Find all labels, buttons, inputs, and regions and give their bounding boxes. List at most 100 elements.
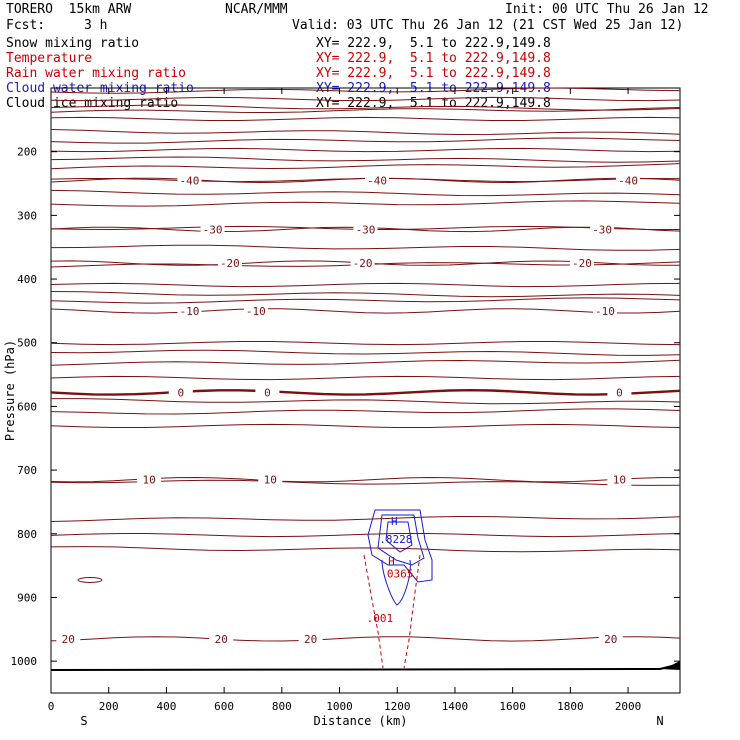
temperature-contour-label: 10	[264, 474, 277, 487]
cloud-water-contour-inner	[377, 514, 425, 566]
contour-label-mask	[298, 631, 323, 645]
temperature-contour-label: 0	[178, 386, 185, 399]
contour-label-mask	[243, 303, 268, 317]
x-tick-label: 400	[156, 700, 176, 713]
temperature-contour-label: -40	[180, 174, 200, 187]
temperature-contour-label: -40	[367, 174, 387, 187]
temperature-contour-line	[50, 388, 681, 396]
contour-label-mask	[168, 385, 193, 399]
contour-annotation: .8228	[379, 533, 412, 546]
contour-label-mask	[590, 222, 615, 236]
y-tick-label: 900	[17, 591, 37, 604]
y-tick-label: 300	[17, 209, 37, 222]
x-tick-label: 1200	[384, 700, 411, 713]
temperature-contour-label: -10	[246, 305, 266, 318]
temperature-contour-label: -40	[618, 174, 638, 187]
background-contour-line	[50, 282, 681, 288]
y-tick-label: 700	[17, 464, 37, 477]
temperature-contour-label: 0	[616, 386, 623, 399]
contour-label-mask	[56, 631, 81, 645]
background-contour-line	[50, 189, 681, 197]
cloud-water-contour-outer	[367, 509, 433, 583]
contour-label-mask	[569, 256, 594, 270]
rain-contour-right	[403, 554, 421, 669]
background-contour-line	[50, 156, 681, 163]
y-axis-title: Pressure (hPa)	[3, 340, 17, 441]
background-contour-line	[50, 163, 681, 170]
background-contour-line	[50, 200, 681, 207]
field-name-snow: Snow mixing ratio	[6, 36, 140, 51]
init-time: Init: 00 UTC Thu 26 Jan 12	[505, 2, 709, 17]
field-xy-snow: XY= 222.9, 5.1 to 222.9,149.8	[316, 36, 551, 51]
temperature-contour-label: 0	[264, 386, 271, 399]
temperature-contour-label: -20	[353, 257, 373, 270]
temperature-contour-label: 20	[62, 633, 75, 646]
temperature-contour-label: 20	[604, 633, 617, 646]
contour-label-mask	[177, 303, 202, 317]
contour-label-mask	[353, 222, 378, 236]
contour-annotation: H	[391, 515, 398, 528]
x-tick-label: 1600	[499, 700, 526, 713]
cloud-water-contour-core	[385, 521, 413, 553]
temperature-contour-label: -30	[356, 223, 376, 236]
background-contour-line	[50, 515, 681, 522]
center-title: NCAR/MMM	[225, 2, 288, 17]
background-contour-line	[50, 116, 681, 121]
contour-label-mask	[209, 631, 234, 645]
x-tick-label: 0	[48, 700, 55, 713]
field-name-temperature: Temperature	[6, 51, 93, 66]
background-contour-line	[50, 147, 681, 153]
contour-label-mask	[177, 173, 202, 187]
x-tick-label: 2000	[615, 700, 642, 713]
contour-label-mask	[258, 472, 283, 486]
background-contour-line	[50, 408, 681, 415]
field-xy-rain: XY= 222.9, 5.1 to 222.9,149.8	[316, 66, 551, 81]
x-tick-label: 1400	[442, 700, 469, 713]
x-tick-label: 200	[99, 700, 119, 713]
background-contour-line	[50, 244, 681, 251]
y-tick-label: 800	[17, 528, 37, 541]
background-contour-line	[50, 341, 681, 346]
temperature-contour-label: -20	[220, 257, 240, 270]
contour-label-mask	[137, 472, 162, 486]
background-contour-line	[50, 532, 681, 538]
temperature-contour-label: -20	[572, 257, 592, 270]
contour-label-mask	[592, 303, 617, 317]
temperature-contour-label: -30	[203, 223, 223, 236]
x-tick-label: 1800	[557, 700, 584, 713]
x-axis-title: Distance (km)	[314, 714, 408, 728]
forecast-label: Fcst:	[6, 18, 46, 33]
background-contour-line	[50, 87, 681, 94]
temperature-contour-label: -10	[595, 305, 615, 318]
contour-annotation: 0365	[387, 567, 414, 580]
contour-annotation: H	[388, 555, 395, 568]
plot-frame	[50, 87, 681, 694]
y-tick-label: 400	[17, 273, 37, 286]
temperature-contour-label: 10	[613, 474, 626, 487]
background-contour-line	[50, 423, 681, 428]
temperature-contour-label: 20	[304, 633, 317, 646]
x-tick-label: 600	[214, 700, 234, 713]
x-end-label-north: N	[656, 714, 663, 728]
contour-label-mask	[365, 173, 390, 187]
terrain-fill	[660, 662, 680, 670]
temperature-contour-line	[50, 308, 681, 314]
background-contour-line	[50, 375, 681, 381]
small-closed-contour	[77, 577, 103, 583]
field-xy-cloud-water: XY= 222.9, 5.1 to 222.9,149.8	[316, 81, 551, 96]
x-end-label-south: S	[80, 714, 87, 728]
contour-label-mask	[255, 385, 280, 399]
temperature-contour-label: 10	[142, 474, 155, 487]
temperature-contour-label: -30	[592, 223, 612, 236]
x-tick-label: 1000	[326, 700, 353, 713]
background-contour-line	[50, 291, 681, 298]
contour-label-mask	[217, 256, 242, 270]
rain-contour-left	[363, 554, 384, 669]
contour-annotation: .001	[367, 612, 394, 625]
contour-label-mask	[598, 631, 623, 645]
y-tick-label: 600	[17, 400, 37, 413]
background-contour-line	[51, 398, 681, 405]
background-contour-line	[50, 297, 681, 304]
field-name-rain: Rain water mixing ratio	[6, 66, 187, 81]
